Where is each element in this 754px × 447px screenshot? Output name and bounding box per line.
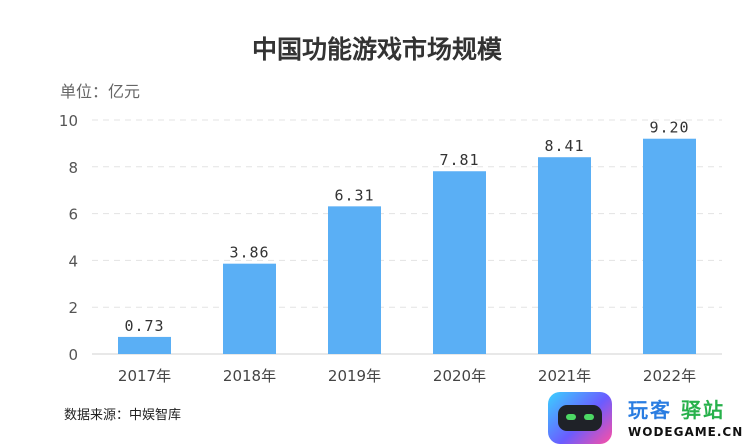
bar: [643, 138, 696, 354]
y-tick-label: 10: [59, 112, 78, 130]
y-tick-label: 2: [68, 299, 78, 317]
bar-value-label: 0.73: [124, 317, 164, 335]
watermark-logo: 玩客 驿站 WODEGAME.CN: [548, 392, 754, 447]
bar: [538, 157, 591, 354]
bar: [118, 336, 171, 354]
x-tick-label: 2018年: [223, 367, 276, 385]
watermark-domain: WODEGAME.CN: [628, 425, 744, 439]
x-tick-label: 2019年: [328, 367, 381, 385]
watermark-name: 玩客 驿站: [628, 398, 725, 422]
unit-label: 单位：亿元: [60, 82, 141, 101]
bar: [433, 171, 486, 354]
x-tick-label: 2021年: [538, 367, 591, 385]
robot-face-icon: [548, 392, 612, 444]
x-tick-label: 2017年: [118, 367, 171, 385]
bar: [223, 263, 276, 354]
y-tick-label: 4: [68, 252, 78, 270]
data-source-note: 数据来源：中娱智库: [64, 408, 182, 423]
y-tick-label: 0: [68, 346, 78, 364]
bar: [328, 206, 381, 354]
y-tick-label: 8: [68, 159, 78, 177]
bar-value-label: 9.20: [649, 119, 689, 137]
bar-value-label: 8.41: [544, 137, 584, 155]
y-tick-label: 6: [68, 206, 78, 224]
chart-title: 中国功能游戏市场规模: [251, 35, 502, 64]
bar-value-label: 7.81: [439, 151, 479, 169]
bar-value-label: 6.31: [334, 186, 374, 204]
x-tick-label: 2020年: [433, 367, 486, 385]
bar-value-label: 3.86: [229, 244, 269, 262]
x-tick-label: 2022年: [643, 367, 696, 385]
